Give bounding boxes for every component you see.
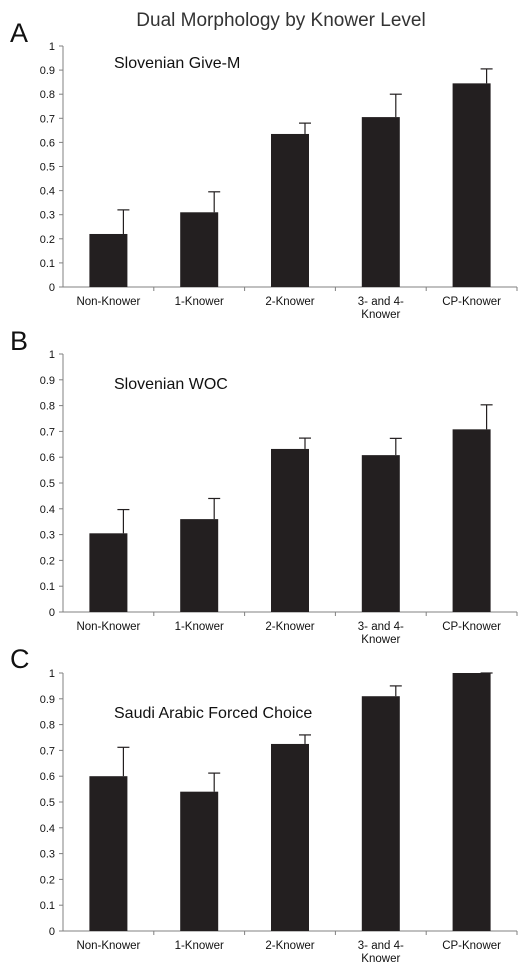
bar [361,117,400,287]
y-tick-label: 0.8 [40,401,55,413]
y-tick-label: 0 [49,282,55,294]
x-tick-label: Knower [361,634,400,646]
y-tick-label: 0.6 [40,771,55,783]
x-tick-label: 1-Knower [175,621,224,633]
y-tick-label: 0.8 [40,89,55,101]
y-tick-label: 0.9 [40,65,55,77]
x-tick-label: 2-Knower [265,940,314,952]
x-tick-label: CP-Knower [442,940,501,952]
y-tick-label: 0.4 [40,186,55,198]
y-tick-label: 0.3 [40,210,55,222]
y-tick-label: 0.6 [40,452,55,464]
y-tick-label: 0.3 [40,849,55,861]
y-tick-label: 0.9 [40,694,55,706]
x-tick-label: 3- and 4- [358,940,404,952]
y-tick-label: 1 [49,349,55,361]
panel-letter: C [10,644,30,674]
y-tick-label: 0.7 [40,745,55,757]
x-tick-label: CP-Knower [442,296,501,308]
x-tick-label: CP-Knower [442,621,501,633]
bar [452,429,491,612]
panel-title: Slovenian Give-M [114,55,240,72]
x-tick-label: 1-Knower [175,296,224,308]
bar [271,133,309,287]
figure-title: Dual Morphology by Knower Level [136,10,425,31]
x-tick-label: 3- and 4- [358,621,404,633]
panel-letter: A [10,18,28,48]
y-tick-label: 0.2 [40,234,55,246]
bar [271,743,309,931]
y-tick-label: 0.1 [40,581,55,593]
y-tick-label: 0.4 [40,823,55,835]
bar [271,448,309,612]
x-tick-label: 1-Knower [175,940,224,952]
y-tick-label: 0 [49,607,55,619]
bar [452,673,491,931]
x-tick-label: Non-Knower [76,296,140,308]
y-tick-label: 0.1 [40,900,55,912]
y-tick-label: 0.8 [40,720,55,732]
y-tick-label: 1 [49,41,55,53]
y-tick-label: 0.7 [40,113,55,125]
x-tick-label: Non-Knower [76,621,140,633]
bar [180,212,219,287]
y-tick-label: 0.7 [40,426,55,438]
y-tick-label: 1 [49,668,55,680]
y-tick-label: 0.5 [40,797,55,809]
y-tick-label: 0.9 [40,375,55,387]
panel-title: Saudi Arabic Forced Choice [114,705,312,722]
y-tick-label: 0.5 [40,478,55,490]
y-tick-label: 0.2 [40,555,55,567]
bar [89,233,128,287]
x-tick-label: 2-Knower [265,296,314,308]
bar [361,455,400,612]
y-tick-label: 0.2 [40,874,55,886]
bar [89,533,128,612]
bar [180,519,219,612]
bar [361,696,400,931]
x-tick-label: 2-Knower [265,621,314,633]
y-tick-label: 0.3 [40,530,55,542]
panel-letter: B [10,326,28,356]
y-tick-label: 0.4 [40,504,55,516]
panel-title: Slovenian WOC [114,376,228,393]
x-tick-label: Knower [361,953,400,965]
bar [180,791,219,931]
x-tick-label: Knower [361,309,400,321]
bar [89,776,128,931]
y-tick-label: 0 [49,926,55,938]
x-tick-label: 3- and 4- [358,296,404,308]
y-tick-label: 0.6 [40,137,55,149]
y-tick-label: 0.1 [40,258,55,270]
x-tick-label: Non-Knower [76,940,140,952]
y-tick-label: 0.5 [40,162,55,174]
bar [452,83,491,287]
